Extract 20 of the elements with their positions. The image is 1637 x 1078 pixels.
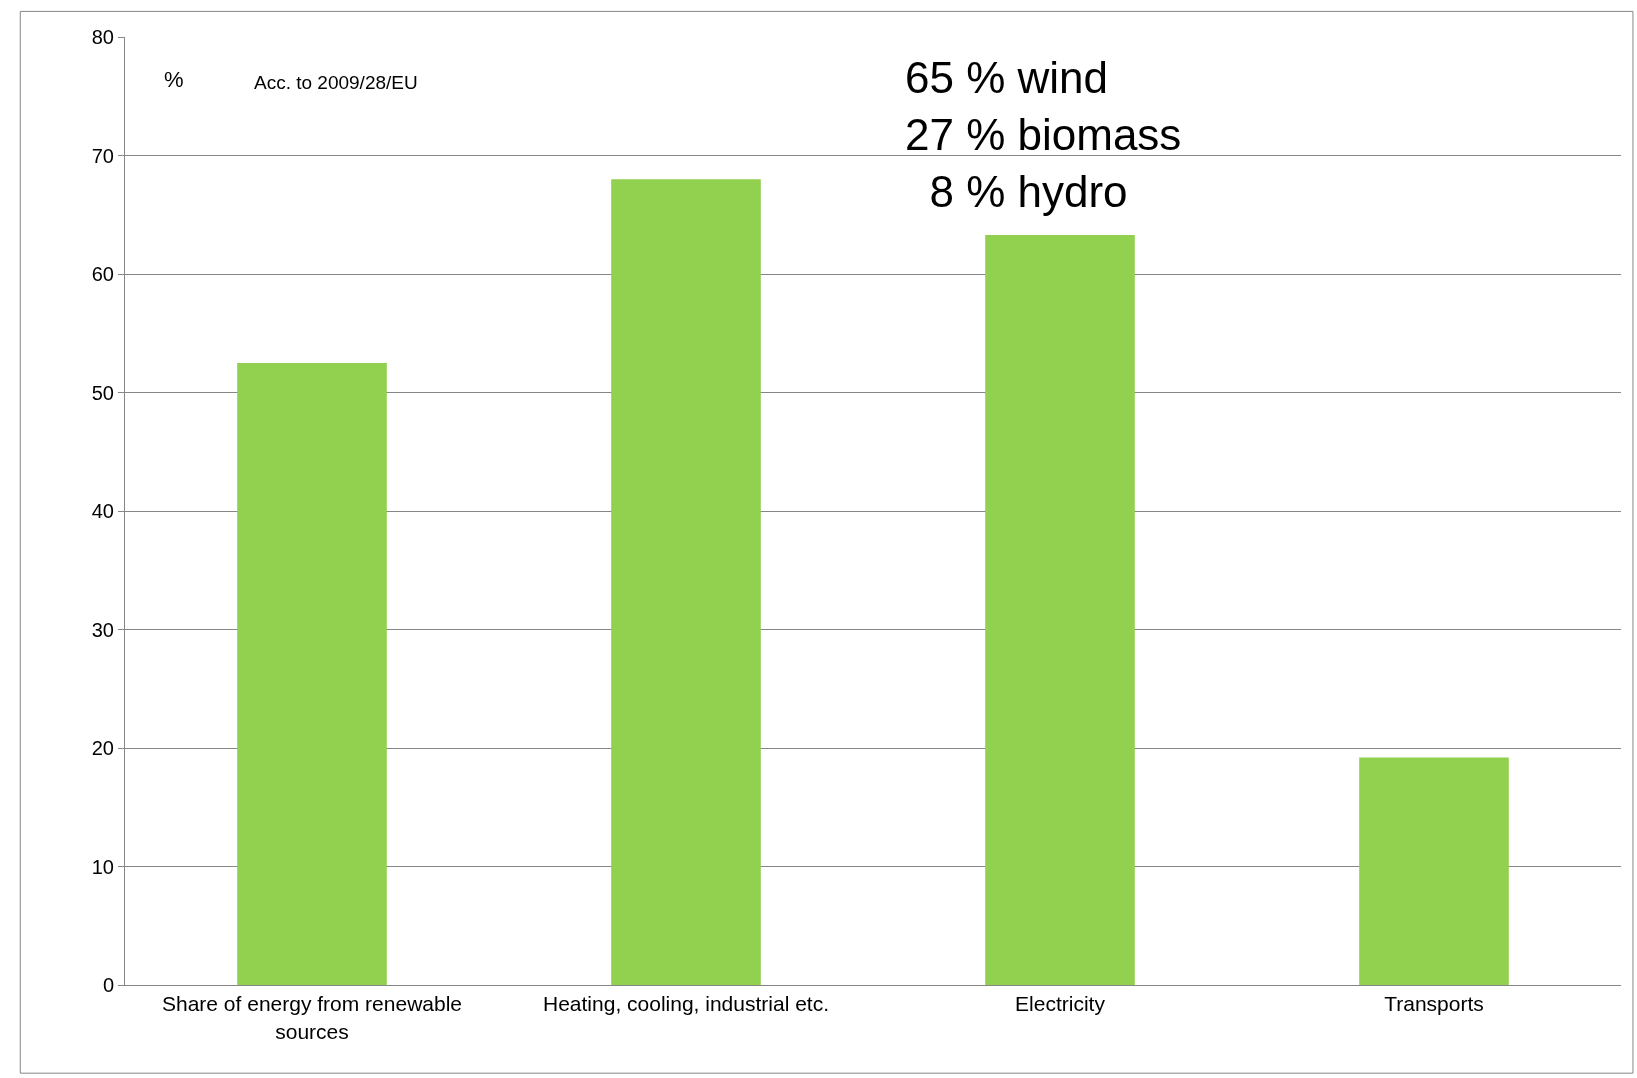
x-tick-label: Transports (1384, 992, 1484, 1016)
y-tick-label: 30 (91, 618, 114, 641)
annotation: 65 % wind 27 % biomass 8 % hydro (905, 53, 1182, 217)
y-tick-label: 50 (91, 381, 114, 404)
x-tick-label: Electricity (1015, 992, 1106, 1016)
x-tick-label: Share of energy from renewable sources (162, 992, 462, 1043)
bar (237, 362, 387, 985)
bar (985, 234, 1135, 985)
y-tick-label: 20 (91, 737, 114, 759)
annotation: % (164, 67, 184, 92)
x-tick-label: Heating, cooling, industrial etc. (543, 992, 829, 1016)
y-tick-label: 10 (91, 855, 114, 878)
bar (1359, 757, 1509, 985)
y-tick-label: 70 (91, 144, 114, 167)
y-tick-label: 60 (91, 263, 114, 285)
y-tick-label: 40 (91, 500, 114, 522)
y-tick-label: 0 (102, 974, 114, 996)
annotation: Acc. to 2009/28/EU (254, 72, 418, 93)
y-tick-label: 80 (91, 26, 114, 48)
bar (611, 179, 761, 985)
